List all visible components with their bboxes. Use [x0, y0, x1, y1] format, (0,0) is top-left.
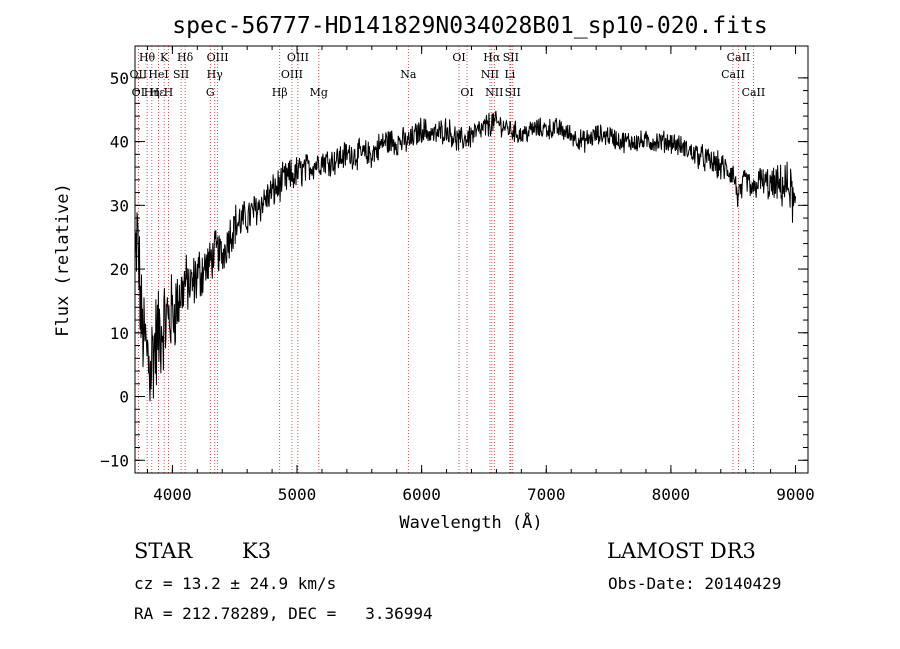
line-label: Li	[504, 68, 515, 81]
line-label: G	[206, 86, 215, 99]
x-axis-label: Wavelength (Å)	[399, 511, 542, 533]
line-label: Na	[400, 68, 417, 81]
line-label: CaII	[742, 86, 766, 99]
line-label: CaII	[721, 68, 745, 81]
line-label: SII	[505, 86, 521, 99]
line-label: H	[164, 86, 174, 99]
coordinates-text: RA = 212.78289, DEC = 3.36994	[134, 604, 433, 623]
line-label: Hδ	[177, 51, 194, 64]
x-tick-label: 5000	[278, 485, 317, 504]
line-label: Hα	[483, 51, 501, 64]
line-label: SII	[173, 68, 189, 81]
line-label: OI	[452, 51, 465, 64]
y-axis-label: Flux (relative)	[53, 183, 73, 337]
line-label: HeI	[148, 68, 168, 81]
line-label: NII	[481, 68, 499, 81]
y-tick-label: 0	[119, 388, 129, 407]
line-label: OI	[460, 86, 473, 99]
y-axis-ticks: −10 0 10 20 30 40 50	[100, 69, 808, 470]
x-tick-label: 6000	[402, 485, 441, 504]
redshift-text: cz = 13.2 ± 24.9 km/s	[134, 574, 337, 593]
line-label: Hθ	[139, 51, 156, 64]
spectral-line-markers	[137, 46, 754, 473]
y-tick-label: 50	[110, 69, 129, 88]
line-label: Hη	[144, 86, 160, 99]
line-label: NII	[485, 86, 503, 99]
line-label: SII	[503, 51, 519, 64]
x-tick-label: 9000	[776, 485, 815, 504]
obs-date-text: Obs-Date: 20140429	[608, 574, 782, 593]
y-tick-label: 20	[110, 260, 129, 279]
y-tick-label: 30	[110, 196, 129, 215]
y-tick-label: −10	[100, 451, 129, 470]
x-tick-label: 8000	[652, 485, 691, 504]
chart-title: spec-56777-HD141829N034028B01_sp10-020.f…	[172, 13, 767, 39]
line-label: Hγ	[207, 68, 224, 81]
line-label: Hε	[150, 86, 166, 99]
line-label: Hβ	[272, 86, 288, 99]
survey-name: LAMOST DR3	[607, 539, 756, 563]
x-tick-label: 7000	[527, 485, 566, 504]
line-label: K	[160, 51, 169, 64]
y-tick-label: 10	[110, 324, 129, 343]
x-axis-ticks: 4000 5000 6000 7000 8000 9000	[146, 46, 815, 504]
plot-frame	[134, 45, 809, 474]
x-tick-label: 4000	[153, 485, 192, 504]
line-label: OIII	[207, 51, 229, 64]
object-subclass: K3	[242, 539, 272, 563]
line-label: Mg	[310, 86, 328, 99]
line-label: OIII	[287, 51, 309, 64]
y-tick-label: 40	[110, 133, 129, 152]
line-label: OIII	[281, 68, 303, 81]
object-class: STAR	[134, 539, 193, 563]
line-label: CaII	[727, 51, 751, 64]
line-label: OII	[130, 68, 148, 81]
flux-series-line	[134, 110, 796, 402]
